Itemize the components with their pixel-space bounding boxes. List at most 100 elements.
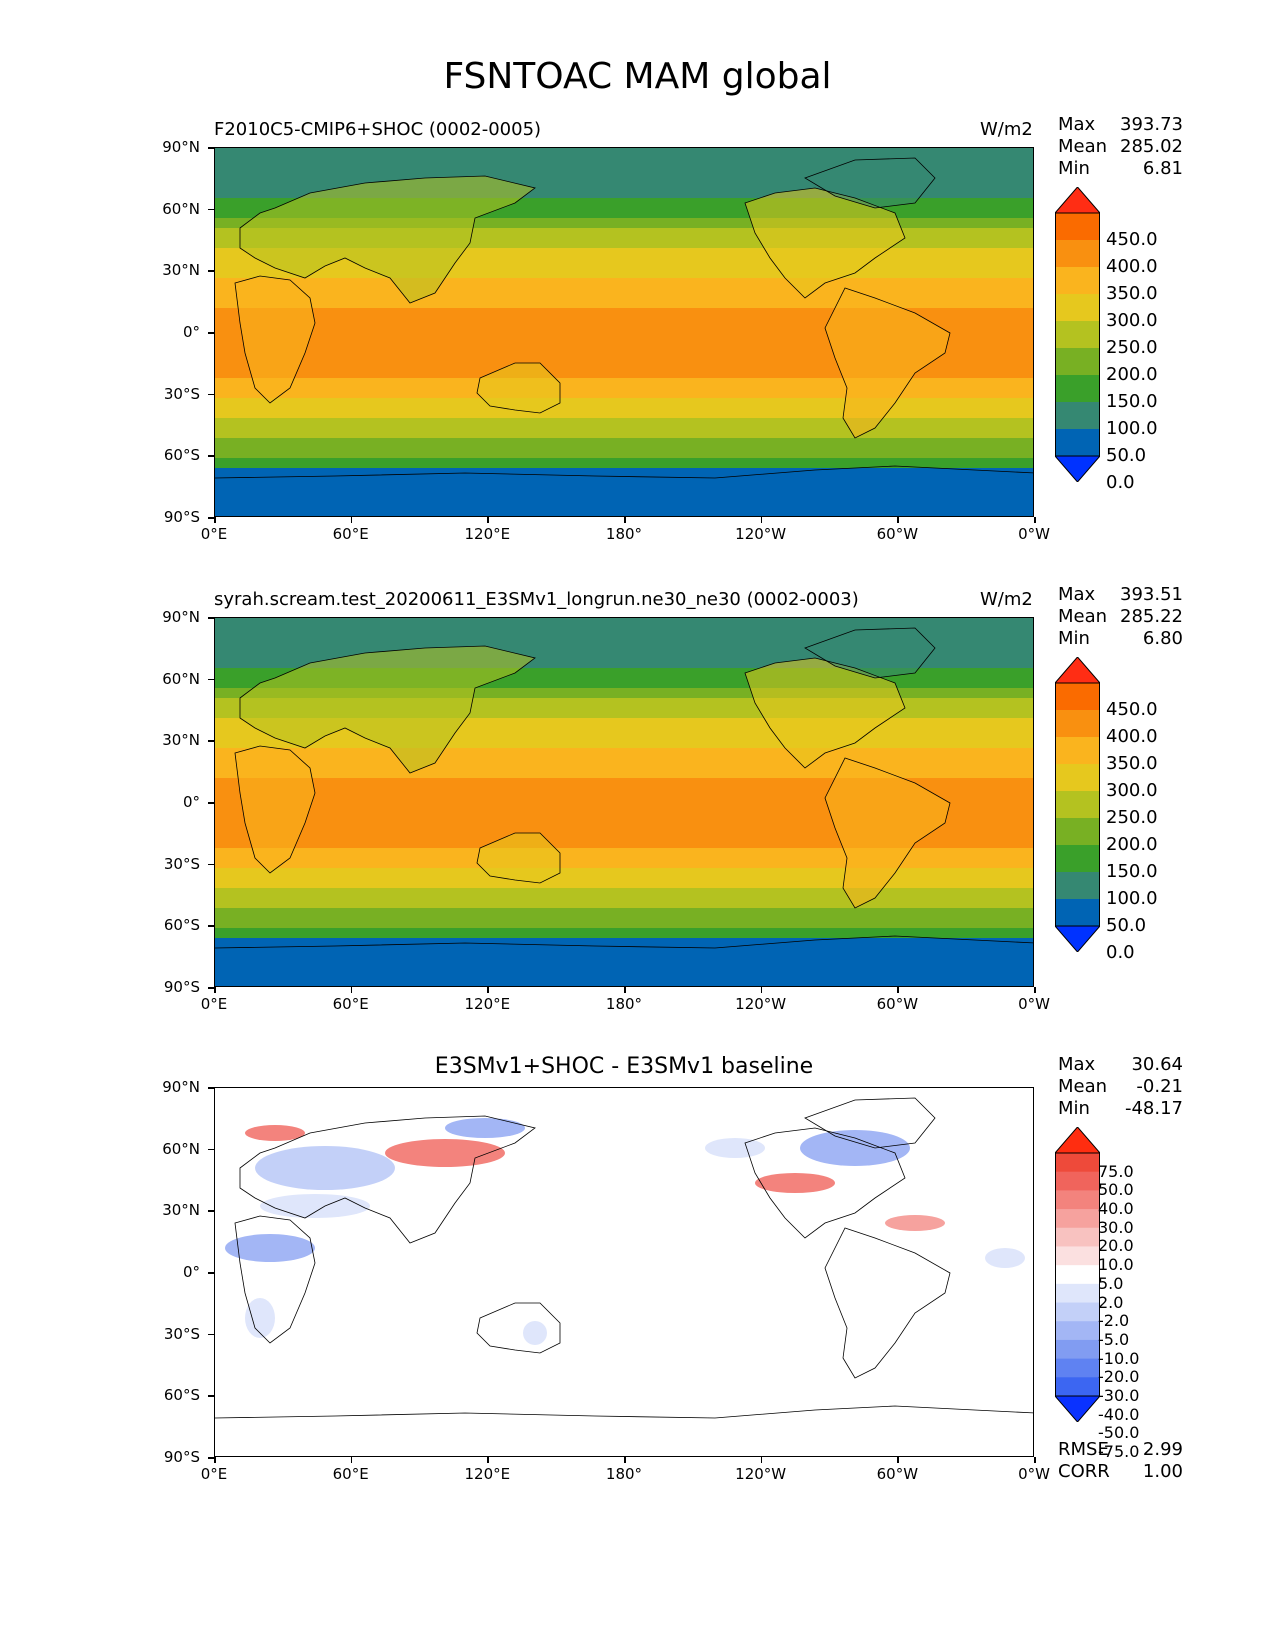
coastline [215,465,1033,479]
figure-title: FSNTOAC MAM global [443,56,832,97]
lat-tick-label: 60°N [162,199,200,218]
coastline [239,645,536,774]
lat-band [215,1308,1033,1319]
colorbar-segment [1055,1246,1100,1266]
coastline [476,832,561,884]
colorbar-tick-label: -5.0 [1098,1329,1130,1349]
lat-band [215,1268,1033,1279]
colorbar-tick-label: 350.0 [1106,283,1158,304]
colorbar-tick-label: 150.0 [1106,391,1158,412]
lon-tick-label: 180° [605,995,643,1013]
colorbar-extend-top [1053,656,1102,684]
lon-tick-label: 120°E [464,1465,511,1483]
lat-band [215,338,1033,349]
lat-tick-mark [208,393,214,396]
lat-tick-label: 0° [182,1263,200,1281]
lat-band [215,498,1033,509]
lat-band [215,168,1033,179]
panel-2: syrah.scream.test_20200611_E3SMv1_longru… [0,0,1275,1013]
lat-tick-mark [208,1272,214,1274]
colorbar-segment [1055,845,1100,873]
lat-tick-mark [208,1210,214,1212]
colorbar-tick-label: 150.0 [1106,861,1158,882]
land-patch [477,363,560,413]
lat-band [215,268,1033,279]
stat-label: RMSE [1058,1439,1109,1460]
lon-tick-mark [760,517,763,523]
colorbar-tick-label: 30.0 [1098,1217,1134,1237]
colorbar-tick-label: 50.0 [1106,445,1147,466]
coastline [744,657,906,769]
lon-tick-label: 180° [605,1465,643,1483]
panel-1: F2010C5-CMIP6+SHOC (0002-0005) W/m2 Max 393… [0,0,1275,543]
lat-band [215,798,1033,809]
lat-tick-mark [208,987,214,989]
lat-tick-mark [208,332,214,334]
lat-band [215,918,1033,929]
colorbar-tick-label: -50.0 [1098,1423,1140,1443]
lat-band [215,258,1033,269]
coastline [476,362,561,414]
lat-band [215,1448,1033,1456]
stat-label: Min [1058,158,1090,179]
lat-band [215,658,1033,669]
coastline [824,287,951,439]
lat-tick-label: 60°S [163,1386,200,1405]
coastline [234,275,316,404]
land-patch [235,746,315,873]
lat-band [215,1188,1033,1199]
colorbar-segment [1055,1190,1100,1210]
stat-row: Min -48.17 [1058,1098,1183,1120]
lat-band [215,1128,1033,1139]
colorbar-segment [1055,710,1100,738]
colorbar-extend-bottom [1053,925,1102,953]
lon-tick-label: 60°E [332,525,369,543]
stat-label: CORR [1058,1461,1110,1482]
lat-band [215,278,1033,289]
colorbar-segment [1055,764,1100,792]
lon-tick-label: 60°W [876,525,919,543]
lat-tick-label: 60°N [162,1139,200,1158]
map-plot [214,147,1034,517]
colorbar-segment [1055,375,1100,403]
panel-3: E3SMv1+SHOC - E3SMv1 baseline Max 30.64 Mea… [0,0,1275,1483]
coastline [234,745,316,874]
colorbar-tick-label: 10.0 [1098,1255,1134,1275]
lat-tick-mark [208,925,214,927]
colorbar-tick-label: -10.0 [1098,1348,1140,1368]
lat-band [215,448,1033,459]
panel-title: E3SMv1+SHOC - E3SMv1 baseline [434,1054,814,1079]
colorbar-segment [1055,1171,1100,1191]
lat-band [215,868,1033,879]
lat-band [215,248,1033,259]
diff-blob [885,1215,945,1231]
lat-band [215,638,1033,649]
lat-band [215,158,1033,169]
lat-band [215,1318,1033,1329]
lat-band [215,198,1033,209]
lon-tick-mark [214,517,216,523]
lat-tick-mark [208,678,214,681]
lon-tick-mark [897,517,899,523]
lat-band [215,828,1033,839]
coastline [744,187,906,299]
lon-tick-mark [624,517,626,523]
colorbar-tick-label: 2.0 [1098,1292,1124,1312]
colorbar [1053,656,1102,953]
map-field [215,148,1033,516]
lat-tick-label: 30°N [162,261,200,280]
colorbar-svg [1053,656,1102,953]
land-patch [805,158,935,208]
colorbar-segment [1055,872,1100,900]
lat-band [215,668,1033,679]
lat-band [215,1228,1033,1239]
lon-tick-mark [760,1457,763,1463]
lat-tick-mark [208,147,214,149]
stat-row: Max 393.73 [1058,114,1183,136]
lat-band [215,408,1033,419]
diff-blob [245,1125,305,1141]
lat-band [215,728,1033,739]
lon-tick-mark [897,1457,899,1463]
coastline [804,157,936,209]
lat-tick-mark [208,1087,214,1089]
